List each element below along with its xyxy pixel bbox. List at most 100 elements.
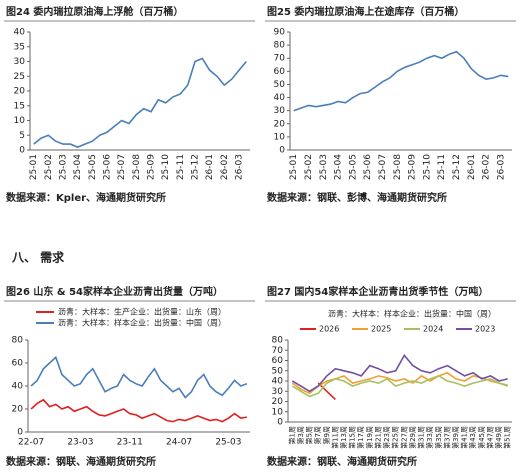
x-tick-label: 26-02 (482, 154, 492, 180)
x-tick-label: 第33周 (425, 426, 434, 449)
x-tick-label: 25-11 (176, 154, 186, 180)
chart-title: 图24 委内瑞拉原油海上浮舱（百万桶） (6, 5, 183, 18)
y-tick-label: 90 (274, 28, 286, 38)
y-tick-label: 60 (274, 67, 286, 77)
x-tick-label: 25-03 (319, 154, 329, 180)
x-tick-label: 25-12 (191, 154, 201, 180)
x-tick-label: 第17周 (356, 426, 365, 449)
line (293, 50, 509, 112)
y-tick-label: 20 (14, 87, 26, 97)
y-tick-label: 70 (272, 346, 284, 356)
legend-title: 沥青：大样本：样本企业：出货量：中国（周） (328, 309, 496, 319)
x-tick-label: 25-04 (73, 154, 83, 180)
line (291, 375, 508, 398)
line (291, 371, 508, 395)
line (291, 353, 508, 393)
x-tick-label: 23-03 (67, 438, 93, 448)
y-tick-label: 15 (14, 101, 25, 111)
y-tick-label: 50 (272, 366, 284, 376)
y-tick-label: 80 (272, 336, 284, 346)
legend-label: 2023 (475, 325, 495, 334)
x-tick-label: 第39周 (451, 426, 460, 449)
line (30, 355, 248, 399)
y-tick-label: 20 (272, 397, 284, 407)
x-tick-label: 25-08 (132, 154, 142, 180)
source: 数据来源：钢联、海通期货研究所 (267, 455, 417, 468)
x-tick-label: 25-07 (378, 154, 388, 180)
x-tick-label: 26-03 (235, 154, 245, 180)
line (317, 382, 336, 400)
x-tick-label: 第35周 (434, 426, 443, 449)
line (33, 57, 247, 148)
x-tick-label: 25-04 (334, 154, 344, 180)
x-tick-label: 第3周 (296, 426, 305, 444)
x-tick-label: 24-07 (166, 438, 192, 448)
x-tick-label: 25-02 (304, 154, 314, 180)
x-tick-label: 第23周 (382, 426, 391, 449)
x-tick-label: 第19周 (365, 426, 374, 449)
x-tick-label: 第5周 (305, 426, 314, 444)
x-tick-label: 25-03 (59, 154, 69, 180)
x-tick-label: 第11周 (330, 426, 339, 449)
x-tick-label: 第49周 (494, 426, 503, 449)
line (30, 398, 248, 423)
x-tick-label: 第31周 (417, 426, 426, 449)
legend-label: 沥青：大样本：样本企业：出货量：中国（周） (58, 318, 226, 328)
y-tick-label: 10 (272, 407, 284, 417)
x-tick-label: 25-03 (215, 438, 241, 448)
x-tick-label: 第7周 (313, 426, 322, 444)
x-tick-label: 25-02 (44, 154, 54, 180)
x-tick-label: 26-03 (496, 154, 506, 180)
chart-title: 图25 委内瑞拉原油海上在途库存（百万桶） (267, 5, 464, 18)
source: 数据来源：钢联、彭博、海通期货研究所 (267, 191, 447, 204)
x-tick-label: 23-11 (117, 438, 143, 448)
y-tick-label: 80 (274, 41, 286, 51)
x-tick-label: 第13周 (339, 426, 348, 449)
source: 数据来源：钢联、海通期货研究所 (6, 455, 156, 468)
legend-label: 2026 (319, 325, 339, 334)
y-tick-label: 30 (14, 57, 26, 67)
y-tick-label: 10 (274, 132, 286, 142)
x-tick-label: 25-06 (363, 154, 373, 180)
y-tick-label: 40 (272, 377, 284, 387)
x-tick-label: 25-01 (29, 154, 39, 180)
y-tick-label: 40 (14, 28, 26, 38)
y-tick-label: 20 (12, 405, 24, 415)
x-tick-label: 26-01 (205, 154, 215, 180)
y-tick-label: 0 (17, 428, 23, 438)
x-tick-label: 25-10 (161, 154, 171, 180)
x-tick-label: 第41周 (460, 426, 469, 449)
legend-label: 2025 (371, 325, 391, 334)
x-tick-label: 第27周 (399, 426, 408, 449)
x-tick-label: 第21周 (373, 426, 382, 449)
section-heading: 八、 需求 (11, 250, 65, 265)
x-tick-label: 25-09 (408, 154, 418, 180)
x-tick-label: 25-11 (437, 154, 447, 180)
x-tick-label: 25-05 (348, 154, 358, 180)
x-tick-label: 25-09 (147, 154, 157, 180)
x-tick-label: 第29周 (408, 426, 417, 449)
x-tick-label: 第45周 (477, 426, 486, 449)
x-tick-label: 25-01 (289, 154, 299, 180)
source: 数据来源：Kpler、海通期货研究所 (6, 191, 166, 204)
y-tick-label: 10 (14, 116, 26, 126)
y-tick-label: 60 (12, 359, 24, 369)
y-tick-label: 20 (274, 119, 286, 129)
x-tick-label: 第47周 (485, 426, 494, 449)
legend-label: 沥青：大样本：生产企业：出货量：山东（周） (58, 307, 226, 317)
x-tick-label: 第51周 (503, 426, 512, 449)
x-tick-label: 25-06 (103, 154, 113, 180)
x-tick-label: 25-08 (393, 154, 403, 180)
y-tick-label: 25 (14, 72, 25, 82)
chart-title: 图26 山东 & 54家样本企业沥青出货量（万吨） (6, 285, 223, 298)
y-tick-label: 40 (274, 93, 286, 103)
y-tick-label: 40 (12, 382, 24, 392)
x-tick-label: 26-01 (467, 154, 477, 180)
legend-label: 2024 (423, 325, 443, 334)
x-tick-label: 第43周 (468, 426, 477, 449)
y-tick-label: 0 (279, 146, 285, 156)
x-tick-label: 第1周 (287, 426, 296, 444)
x-tick-label: 第9周 (322, 426, 331, 444)
x-tick-label: 第37周 (442, 426, 451, 449)
